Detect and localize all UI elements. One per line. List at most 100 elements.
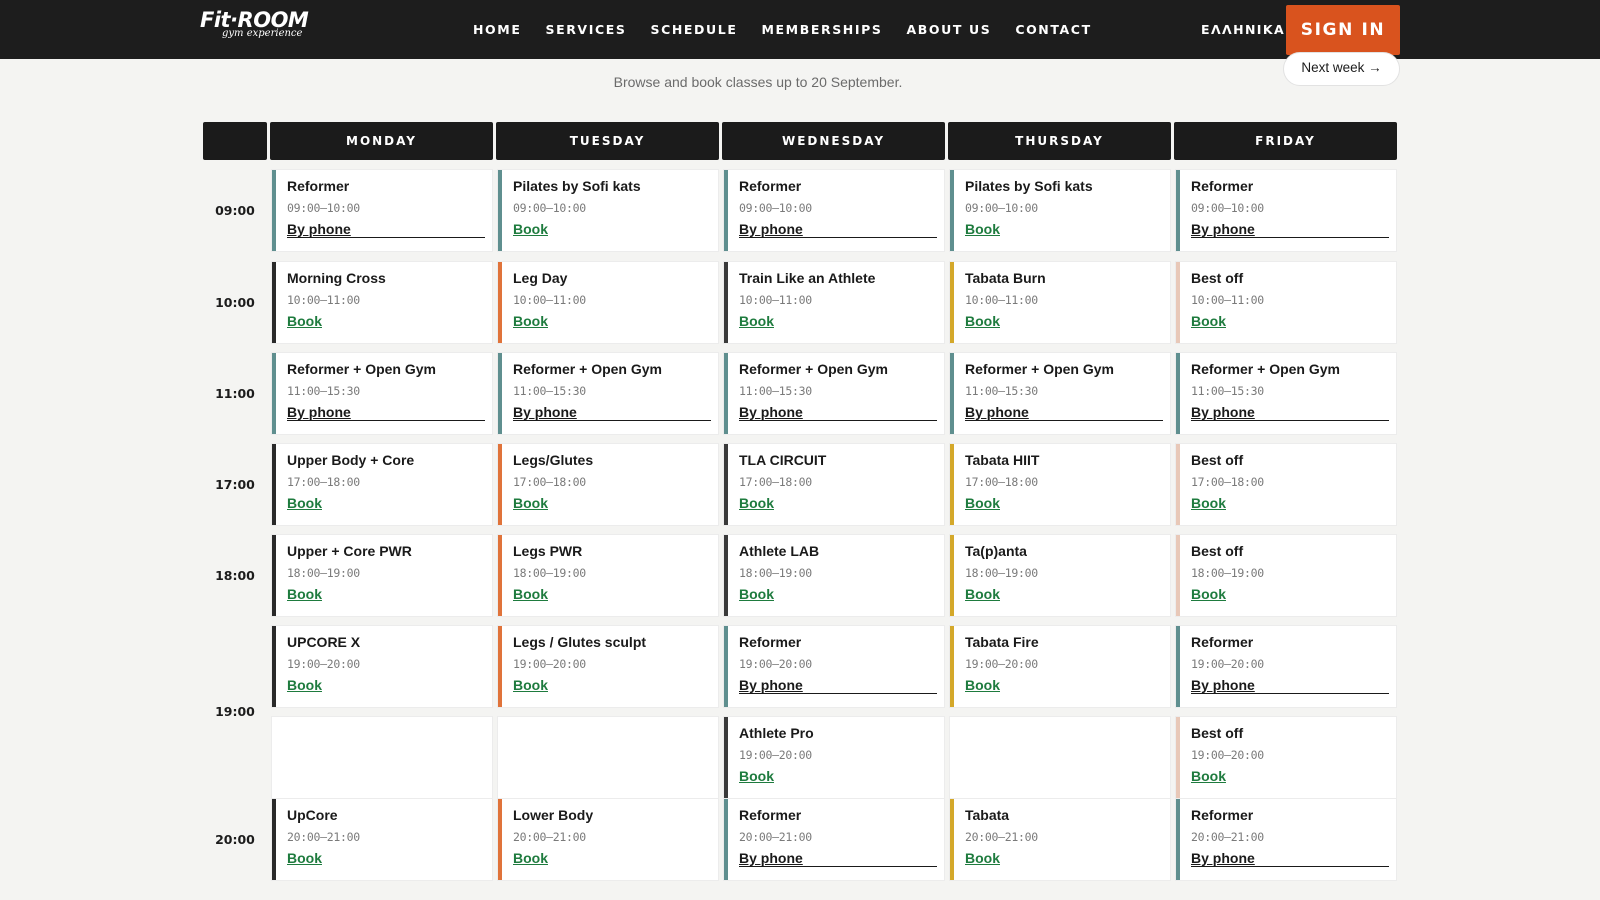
class-time: 09:00–10:00 <box>287 201 360 215</box>
next-week-button[interactable]: Next week → <box>1283 52 1400 86</box>
book-link[interactable]: Book <box>1191 768 1226 784</box>
class-card[interactable]: Athlete Pro 19:00–20:00 Book <box>724 717 944 798</box>
class-card[interactable]: UpCore 20:00–21:00 Book <box>272 799 492 880</box>
class-card[interactable]: Reformer 19:00–20:00 By phone <box>1176 626 1396 707</box>
class-time: 10:00–11:00 <box>739 293 812 307</box>
class-card[interactable]: Reformer 09:00–10:00 By phone <box>272 170 492 251</box>
class-time: 19:00–20:00 <box>965 657 1038 671</box>
class-card[interactable]: Upper Body + Core 17:00–18:00 Book <box>272 444 492 525</box>
by-phone-link[interactable]: By phone <box>1191 404 1389 421</box>
book-link[interactable]: Book <box>513 586 548 602</box>
book-link[interactable]: Book <box>739 768 774 784</box>
book-link[interactable]: Book <box>1191 313 1226 329</box>
by-phone-link[interactable]: By phone <box>739 677 937 694</box>
by-phone-link[interactable]: By phone <box>287 221 485 238</box>
by-phone-link[interactable]: By phone <box>513 404 711 421</box>
class-card[interactable]: UPCORE X 19:00–20:00 Book <box>272 626 492 707</box>
class-time: 17:00–18:00 <box>1191 475 1264 489</box>
by-phone-link[interactable]: By phone <box>287 404 485 421</box>
nav-contact[interactable]: CONTACT <box>1015 22 1092 37</box>
nav-memberships[interactable]: MEMBERSHIPS <box>761 22 883 37</box>
book-link[interactable]: Book <box>513 313 548 329</box>
book-link[interactable]: Book <box>965 850 1000 866</box>
book-link[interactable]: Book <box>965 313 1000 329</box>
book-link[interactable]: Book <box>965 586 1000 602</box>
class-title: Leg Day <box>513 270 568 286</box>
class-card[interactable]: Lower Body 20:00–21:00 Book <box>498 799 718 880</box>
class-card[interactable]: Best off 19:00–20:00 Book <box>1176 717 1396 798</box>
class-card[interactable]: TLA CIRCUIT 17:00–18:00 Book <box>724 444 944 525</box>
day-header-tuesday: TUESDAY <box>496 122 719 160</box>
class-card[interactable]: Leg Day 10:00–11:00 Book <box>498 262 718 343</box>
book-link[interactable]: Book <box>287 850 322 866</box>
sign-in-button[interactable]: SIGN IN <box>1286 5 1400 55</box>
class-card[interactable]: Best off 10:00–11:00 Book <box>1176 262 1396 343</box>
book-link[interactable]: Book <box>287 495 322 511</box>
book-link[interactable]: Book <box>513 221 548 237</box>
class-title: Athlete Pro <box>739 725 814 741</box>
class-time: 11:00–15:30 <box>739 384 812 398</box>
by-phone-link[interactable]: By phone <box>739 221 937 238</box>
book-link[interactable]: Book <box>513 850 548 866</box>
class-card[interactable]: Reformer 09:00–10:00 By phone <box>724 170 944 251</box>
book-link[interactable]: Book <box>965 221 1000 237</box>
class-card[interactable]: Reformer + Open Gym 11:00–15:30 By phone <box>272 353 492 434</box>
class-card[interactable]: Reformer 19:00–20:00 By phone <box>724 626 944 707</box>
class-card[interactable]: Upper + Core PWR 18:00–19:00 Book <box>272 535 492 616</box>
class-card[interactable]: Best off 18:00–19:00 Book <box>1176 535 1396 616</box>
nav-about-us[interactable]: ABOUT US <box>906 22 992 37</box>
by-phone-link[interactable]: By phone <box>739 850 937 867</box>
class-card[interactable]: Reformer + Open Gym 11:00–15:30 By phone <box>498 353 718 434</box>
class-card[interactable]: Pilates by Sofi kats 09:00–10:00 Book <box>498 170 718 251</box>
book-link[interactable]: Book <box>739 586 774 602</box>
book-link[interactable]: Book <box>287 677 322 693</box>
class-card[interactable]: Athlete LAB 18:00–19:00 Book <box>724 535 944 616</box>
class-card[interactable]: Legs / Glutes sculpt 19:00–20:00 Book <box>498 626 718 707</box>
class-card[interactable]: Reformer 20:00–21:00 By phone <box>1176 799 1396 880</box>
by-phone-link[interactable]: By phone <box>1191 677 1389 694</box>
class-time: 17:00–18:00 <box>739 475 812 489</box>
class-card[interactable]: Tabata 20:00–21:00 Book <box>950 799 1170 880</box>
book-link[interactable]: Book <box>513 677 548 693</box>
class-card[interactable]: Morning Cross 10:00–11:00 Book <box>272 262 492 343</box>
nav-schedule[interactable]: SCHEDULE <box>650 22 738 37</box>
class-card[interactable]: Ta(p)anta 18:00–19:00 Book <box>950 535 1170 616</box>
class-card[interactable]: Reformer 20:00–21:00 By phone <box>724 799 944 880</box>
class-title: Ta(p)anta <box>965 543 1027 559</box>
by-phone-link[interactable]: By phone <box>1191 221 1389 238</box>
by-phone-link[interactable]: By phone <box>739 404 937 421</box>
class-card[interactable]: Reformer 09:00–10:00 By phone <box>1176 170 1396 251</box>
class-card[interactable]: Legs/Glutes 17:00–18:00 Book <box>498 444 718 525</box>
class-card[interactable]: Tabata Burn 10:00–11:00 Book <box>950 262 1170 343</box>
class-card[interactable]: Pilates by Sofi kats 09:00–10:00 Book <box>950 170 1170 251</box>
book-link[interactable]: Book <box>1191 495 1226 511</box>
logo-tagline: gym experience <box>222 28 303 39</box>
fitroom-logo[interactable]: Fit·ROOM gym experience <box>200 8 309 39</box>
nav-home[interactable]: HOME <box>473 22 522 37</box>
book-link[interactable]: Book <box>739 313 774 329</box>
class-card[interactable]: Reformer + Open Gym 11:00–15:30 By phone <box>950 353 1170 434</box>
nav-services[interactable]: SERVICES <box>545 22 627 37</box>
book-link[interactable]: Book <box>513 495 548 511</box>
book-link[interactable]: Book <box>1191 586 1226 602</box>
class-card[interactable]: Tabata Fire 19:00–20:00 Book <box>950 626 1170 707</box>
class-time: 19:00–20:00 <box>287 657 360 671</box>
class-title: UpCore <box>287 807 338 823</box>
book-link[interactable]: Book <box>965 495 1000 511</box>
class-title: Lower Body <box>513 807 594 823</box>
class-card[interactable]: Best off 17:00–18:00 Book <box>1176 444 1396 525</box>
by-phone-link[interactable]: By phone <box>965 404 1163 421</box>
class-card[interactable]: Reformer + Open Gym 11:00–15:30 By phone <box>724 353 944 434</box>
by-phone-link[interactable]: By phone <box>1191 850 1389 867</box>
class-card[interactable]: Reformer + Open Gym 11:00–15:30 By phone <box>1176 353 1396 434</box>
class-time: 19:00–20:00 <box>513 657 586 671</box>
class-title: Reformer <box>739 178 802 194</box>
book-link[interactable]: Book <box>965 677 1000 693</box>
book-link[interactable]: Book <box>287 313 322 329</box>
book-link[interactable]: Book <box>287 586 322 602</box>
class-card[interactable]: Legs PWR 18:00–19:00 Book <box>498 535 718 616</box>
class-card[interactable]: Tabata HIIT 17:00–18:00 Book <box>950 444 1170 525</box>
book-link[interactable]: Book <box>739 495 774 511</box>
language-switch[interactable]: ΕΛΛΗΝΙΚΑ <box>1201 22 1286 37</box>
class-card[interactable]: Train Like an Athlete 10:00–11:00 Book <box>724 262 944 343</box>
